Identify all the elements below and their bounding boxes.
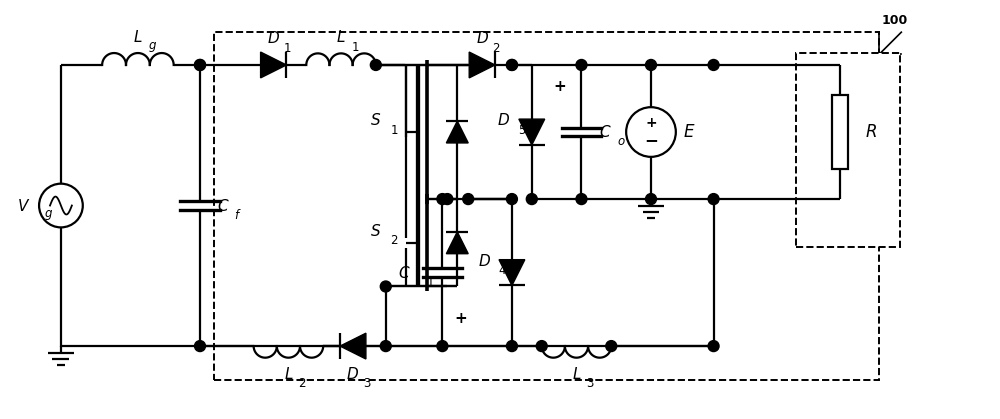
Circle shape — [576, 59, 587, 70]
Text: $\mathit{3}$: $\mathit{3}$ — [363, 378, 371, 391]
Text: $\mathit{C}$: $\mathit{C}$ — [398, 264, 411, 281]
Text: −: − — [644, 131, 658, 149]
Circle shape — [536, 341, 547, 352]
Text: $\mathit{g}$: $\mathit{g}$ — [44, 209, 53, 222]
Circle shape — [195, 341, 205, 352]
Text: $\mathit{D}$: $\mathit{D}$ — [476, 30, 489, 46]
Text: $\mathit{1}$: $\mathit{1}$ — [351, 41, 359, 54]
Text: $\mathit{L}$: $\mathit{L}$ — [133, 29, 143, 45]
Circle shape — [646, 194, 656, 204]
Text: $\mathit{D}$: $\mathit{D}$ — [478, 253, 491, 269]
Circle shape — [442, 194, 453, 204]
Circle shape — [380, 341, 391, 352]
Text: $\mathit{E}$: $\mathit{E}$ — [683, 123, 695, 141]
Text: $\mathit{C}$: $\mathit{C}$ — [599, 124, 612, 140]
Polygon shape — [469, 52, 495, 78]
Polygon shape — [261, 52, 286, 78]
Text: $\mathit{S}$: $\mathit{S}$ — [370, 112, 381, 128]
Text: $\mathit{L}$: $\mathit{L}$ — [572, 366, 581, 382]
Circle shape — [463, 194, 474, 204]
Text: $\mathit{g}$: $\mathit{g}$ — [148, 40, 157, 54]
FancyBboxPatch shape — [796, 53, 900, 247]
Text: $\mathit{2}$: $\mathit{2}$ — [298, 378, 307, 391]
Text: $\mathit{R}$: $\mathit{R}$ — [865, 123, 877, 141]
Polygon shape — [340, 333, 366, 359]
Bar — [832, 95, 848, 169]
Text: $\mathit{L}$: $\mathit{L}$ — [336, 29, 346, 45]
Circle shape — [708, 59, 719, 70]
Circle shape — [195, 59, 205, 70]
Text: $\mathit{4}$: $\mathit{4}$ — [498, 264, 506, 277]
Circle shape — [606, 341, 617, 352]
Text: $\mathit{o}$: $\mathit{o}$ — [617, 135, 626, 148]
Circle shape — [437, 341, 448, 352]
Text: 100: 100 — [881, 14, 908, 27]
Text: $\mathit{C}$: $\mathit{C}$ — [217, 197, 229, 214]
Text: $\mathit{1}$: $\mathit{1}$ — [426, 276, 435, 289]
Text: $\mathit{f}$: $\mathit{f}$ — [234, 209, 241, 222]
Circle shape — [576, 194, 587, 204]
Text: $\mathit{D}$: $\mathit{D}$ — [267, 30, 280, 46]
Text: +: + — [553, 79, 566, 94]
Text: $\mathit{5}$: $\mathit{5}$ — [518, 124, 526, 137]
Circle shape — [437, 194, 448, 204]
Circle shape — [506, 59, 517, 70]
Circle shape — [506, 194, 517, 204]
Text: +: + — [454, 311, 467, 326]
Polygon shape — [446, 232, 468, 254]
Circle shape — [506, 341, 517, 352]
Text: +: + — [645, 116, 657, 130]
Text: $\mathit{1}$: $\mathit{1}$ — [283, 41, 292, 54]
Text: $\mathit{3}$: $\mathit{3}$ — [586, 378, 595, 391]
Text: $\mathit{1}$: $\mathit{1}$ — [390, 124, 398, 137]
Text: $\mathit{S}$: $\mathit{S}$ — [370, 223, 381, 239]
Text: $\mathit{D}$: $\mathit{D}$ — [346, 366, 359, 382]
Polygon shape — [499, 260, 525, 285]
Circle shape — [526, 194, 537, 204]
Text: $\mathit{2}$: $\mathit{2}$ — [390, 234, 398, 247]
Text: $\mathit{2}$: $\mathit{2}$ — [492, 41, 500, 54]
Text: $\mathit{V}$: $\mathit{V}$ — [17, 197, 30, 214]
Circle shape — [195, 59, 205, 70]
Circle shape — [370, 59, 381, 70]
Circle shape — [506, 59, 517, 70]
Polygon shape — [446, 121, 468, 143]
Circle shape — [646, 59, 656, 70]
Text: $\mathit{L}$: $\mathit{L}$ — [284, 366, 293, 382]
Circle shape — [380, 281, 391, 292]
Text: $\mathit{D}$: $\mathit{D}$ — [497, 112, 510, 128]
Circle shape — [708, 194, 719, 204]
Circle shape — [708, 341, 719, 352]
Polygon shape — [519, 119, 545, 145]
